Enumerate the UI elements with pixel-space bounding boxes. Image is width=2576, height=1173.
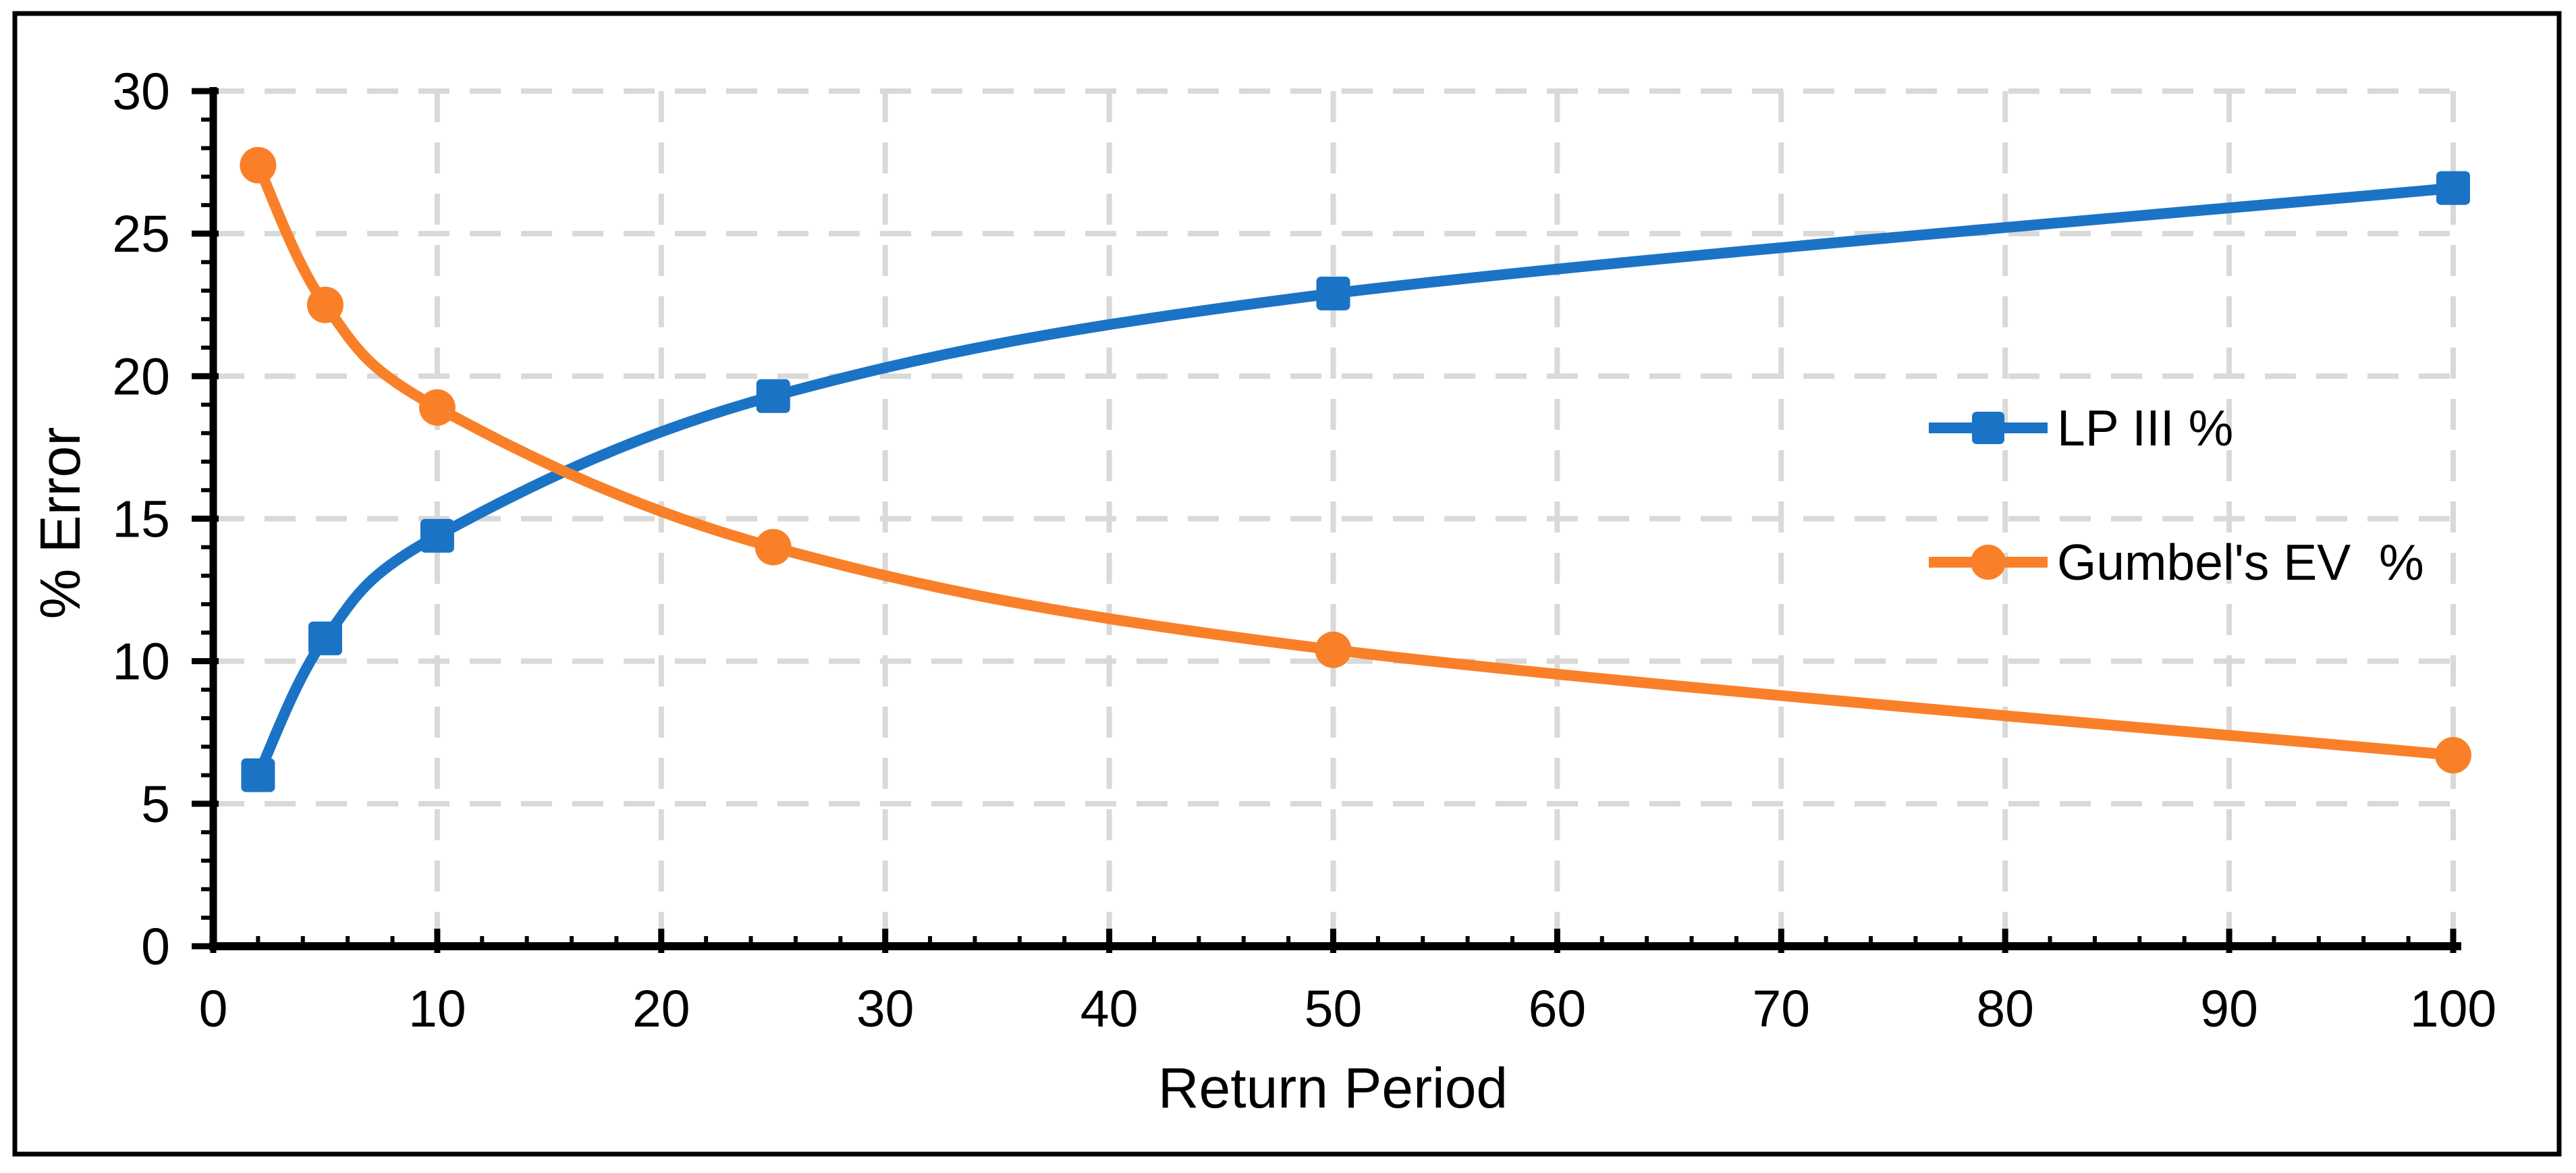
series-0-marker-x5 [308,621,342,655]
x-axis-title: Return Period [1158,1056,1508,1120]
y-tick-label-5: 5 [141,775,170,834]
figure-border [12,11,2562,1157]
x-tick-label-30: 30 [856,980,914,1038]
series-line-1 [252,159,2459,761]
series-1-marker-x2 [240,146,277,184]
y-axis-title: % Error [28,427,92,620]
gridlines [213,88,2456,946]
y-tick-label-15: 15 [112,491,170,549]
series-0-marker-x25 [756,379,790,413]
axes [192,87,2461,953]
series-0-marker-x100 [2436,171,2470,205]
x-tick-label-80: 80 [1976,980,2034,1038]
series-1-marker-x10 [418,389,456,426]
y-tick-label-20: 20 [112,348,170,406]
legend-marker-1 [1971,545,2006,580]
legend [1929,412,2048,580]
series-1-marker-x100 [2435,737,2471,774]
legend-marker-0 [1972,412,2004,444]
x-tick-label-0: 0 [199,980,228,1038]
x-tick-label-70: 70 [1752,980,1810,1038]
series-0-marker-x2 [241,758,275,792]
x-tick-label-60: 60 [1529,980,1587,1038]
legend-label-lp3: LP III % [2057,400,2233,456]
data-series [240,146,2471,792]
y-tick-label-30: 30 [112,63,170,121]
y-tick-label-0: 0 [141,918,170,976]
legend-label-gumbel: Gumbel's EV % [2057,534,2424,591]
series-1-marker-x50 [1315,631,1352,668]
series-1-marker-x5 [306,286,344,323]
x-tick-label-100: 100 [2410,980,2496,1038]
series-0-marker-x10 [420,518,454,553]
x-tick-label-40: 40 [1080,980,1139,1038]
series-line-0 [252,182,2459,781]
x-tick-label-90: 90 [2200,980,2258,1038]
y-tick-label-10: 10 [112,633,170,691]
x-tick-label-50: 50 [1305,980,1363,1038]
y-tick-label-25: 25 [112,205,170,263]
series-1-marker-x25 [755,528,792,566]
series-0-marker-x50 [1316,276,1350,310]
x-tick-label-20: 20 [632,980,690,1038]
tick-labels: 0 10 20 30 40 50 60 70 80 90 100 0 5 10 15 20 25 30 [112,63,2496,1038]
x-tick-label-10: 10 [408,980,466,1038]
